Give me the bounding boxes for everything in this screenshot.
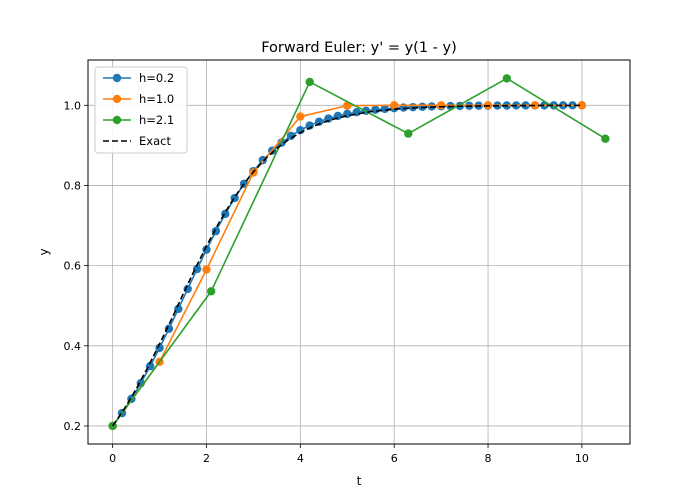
data-point-h-0-2 bbox=[155, 343, 164, 353]
chart-title: Forward Euler: y' = y(1 - y) bbox=[261, 40, 457, 56]
legend-swatch-marker bbox=[112, 115, 122, 125]
legend-label: h=2.1 bbox=[139, 113, 174, 127]
data-point-h-0-2 bbox=[164, 324, 174, 333]
data-point-h-0-2 bbox=[174, 304, 183, 314]
legend-item-exact: Exact bbox=[103, 134, 171, 148]
legend-swatch-marker bbox=[112, 94, 122, 104]
x-tick-label: 10 bbox=[575, 452, 589, 465]
x-tick-label: 4 bbox=[297, 452, 304, 465]
series-exact bbox=[111, 104, 582, 427]
data-point-h-2-1 bbox=[404, 129, 413, 138]
data-point-h-1-0 bbox=[436, 101, 446, 110]
data-point-h-2-1 bbox=[206, 287, 216, 296]
data-point-h-0-2 bbox=[314, 117, 324, 126]
legend-box bbox=[94, 66, 188, 154]
y-tick-label: 0.4 bbox=[64, 340, 82, 353]
data-point-h-0-2 bbox=[192, 264, 202, 274]
data-point-h-2-1 bbox=[601, 134, 610, 143]
legend-item-h-1-0: h=1.0 bbox=[103, 92, 174, 106]
y-axis-label: y bbox=[37, 248, 51, 255]
x-tick-label: 0 bbox=[109, 452, 116, 465]
legend-item-h-0-2: h=0.2 bbox=[103, 71, 174, 85]
legend-label: Exact bbox=[139, 134, 171, 148]
data-point-h-0-2 bbox=[202, 245, 211, 254]
series-line-h-2-1 bbox=[111, 77, 606, 427]
y-tick-label: 0.6 bbox=[64, 260, 82, 273]
x-axis-label: t bbox=[357, 474, 362, 488]
data-point-h-1-0 bbox=[577, 101, 587, 110]
legend-item-h-2-1: h=2.1 bbox=[103, 113, 174, 127]
series-line-exact bbox=[111, 104, 582, 427]
data-point-h-0-2 bbox=[380, 104, 390, 114]
y-tick-label: 0.2 bbox=[64, 420, 82, 433]
y-tick-label: 0.8 bbox=[64, 179, 82, 192]
plot-series bbox=[108, 74, 610, 431]
legend-swatch-marker bbox=[112, 73, 122, 83]
data-point-h-0-2 bbox=[286, 131, 296, 141]
y-tick-label: 1.0 bbox=[64, 99, 82, 112]
plot-frame bbox=[87, 59, 631, 445]
data-point-h-1-0 bbox=[296, 112, 305, 121]
x-tick-label: 8 bbox=[485, 452, 492, 465]
data-point-h-0-2 bbox=[183, 284, 192, 294]
legend: h=0.2 h=1.0 h=2.1 Exact bbox=[94, 66, 188, 154]
legend-label: h=0.2 bbox=[139, 71, 174, 85]
data-point-h-2-1 bbox=[305, 77, 314, 87]
x-tick-label: 6 bbox=[391, 452, 398, 465]
axis-ticks: 0 2 4 6 8 10 0.2 0.4 0.6 0.8 1.0 bbox=[64, 99, 589, 465]
data-point-h-2-1 bbox=[502, 74, 512, 83]
x-tick-label: 2 bbox=[203, 452, 210, 465]
data-point-h-1-0 bbox=[202, 265, 211, 274]
data-point-h-1-0 bbox=[389, 101, 399, 110]
legend-label: h=1.0 bbox=[139, 92, 174, 106]
data-point-h-0-2 bbox=[371, 105, 380, 114]
